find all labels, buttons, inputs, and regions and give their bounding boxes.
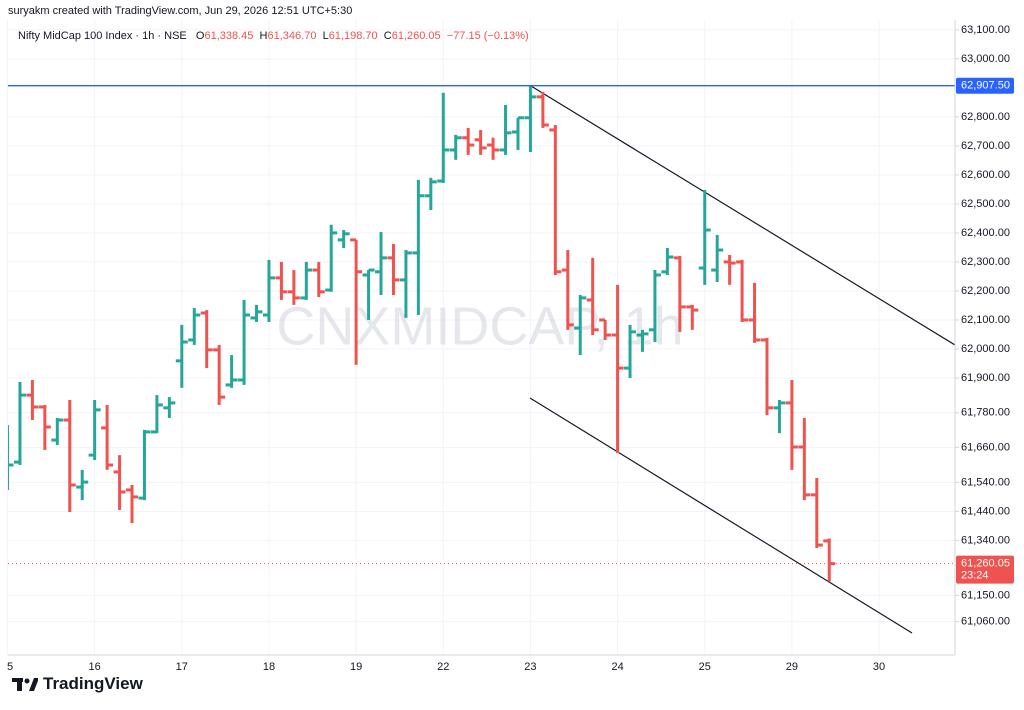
- y-tick-label: 61,540.00: [961, 476, 1010, 488]
- y-tick-label: 62,800.00: [961, 111, 1010, 123]
- last-price-badge: [956, 555, 1014, 584]
- open-value: 61,338.45: [204, 30, 254, 42]
- channel-upper: [530, 85, 955, 346]
- high-label: H: [259, 30, 268, 42]
- overlay: 63,100.00 63,000.00 62,800.00 62,700.00 62,6…: [7, 24, 1014, 673]
- y-tick-label: 61,060.00: [961, 616, 1010, 628]
- y-tick-label: 62,200.00: [961, 285, 1010, 297]
- watermark: CNXMIDCAP, 1h: [276, 296, 683, 356]
- y-tick-label: 63,100.00: [961, 24, 1010, 36]
- legend: Nifty MidCap 100 Index · 1h · NSE O61,33…: [18, 30, 529, 42]
- low-label: L: [322, 30, 329, 42]
- logo-text: TradingView: [43, 674, 143, 693]
- high-value: 61,346.70: [267, 30, 317, 42]
- y-tick-label: 62,400.00: [961, 227, 1010, 239]
- x-tick-label: 22: [437, 661, 449, 673]
- x-tick-label: 24: [611, 661, 623, 673]
- change: −77.15 (−0.13%): [446, 30, 529, 42]
- y-tick-label: 61,440.00: [961, 505, 1010, 517]
- x-tick-label: 25: [699, 661, 711, 673]
- y-tick-label: 61,150.00: [961, 589, 1010, 601]
- close-label: C: [383, 30, 392, 42]
- y-tick-label: 62,700.00: [961, 140, 1010, 152]
- symbol: Nifty MidCap 100 Index · 1h · NSE: [18, 30, 187, 42]
- bars: [8, 85, 836, 582]
- x-tick-label: 29: [786, 661, 798, 673]
- y-tick-label: 61,780.00: [961, 407, 1010, 419]
- y-tick-label: 62,000.00: [961, 343, 1010, 355]
- price-line-label: 62,907.50: [961, 80, 1010, 92]
- y-tick-label: 62,100.00: [961, 314, 1010, 326]
- y-tick-label: 63,000.00: [961, 53, 1010, 65]
- y-tick-label: 61,900.00: [961, 372, 1010, 384]
- x-tick-label: 17: [176, 661, 188, 673]
- logo[interactable]: TradingView: [12, 674, 143, 694]
- open-label: O: [195, 30, 205, 42]
- x-tick-label: 18: [263, 661, 275, 673]
- x-tick-label: 30: [873, 661, 885, 673]
- channel-lower: [529, 397, 913, 634]
- close-value: 61,260.05: [391, 30, 441, 42]
- last-price-label: 61,260.05: [961, 558, 1010, 570]
- x-tick-label: 19: [350, 661, 362, 673]
- y-tick-label: 62,600.00: [961, 169, 1010, 181]
- price-line-badge: [956, 77, 1014, 94]
- x-tick-label: 23: [524, 661, 536, 673]
- y-tick-label: 61,340.00: [961, 534, 1010, 546]
- x-tick-label: 16: [89, 661, 101, 673]
- author-line: suryakm created with TradingView.com, Ju…: [8, 5, 353, 17]
- y-tick-label: 62,500.00: [961, 198, 1010, 210]
- logo-icon: [12, 678, 38, 691]
- y-tick-label: 62,300.00: [961, 256, 1010, 268]
- low-value: 61,198.70: [328, 30, 378, 42]
- y-tick-label: 61,660.00: [961, 441, 1010, 453]
- countdown: 23:24: [961, 570, 989, 582]
- x-tick-label: 5: [7, 661, 13, 673]
